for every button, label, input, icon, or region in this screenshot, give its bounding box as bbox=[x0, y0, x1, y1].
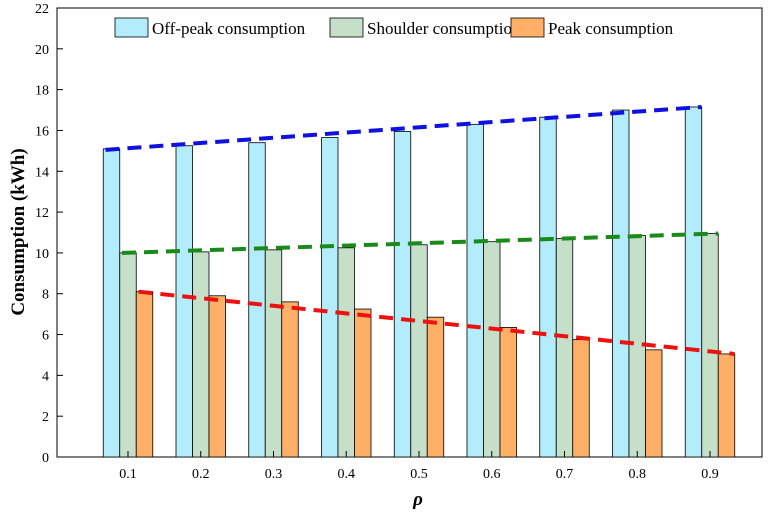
x-tick-label: 0.4 bbox=[338, 467, 356, 482]
legend-swatch bbox=[114, 17, 149, 38]
bar bbox=[717, 353, 736, 458]
trend-line bbox=[105, 104, 702, 152]
y-tick-label: 12 bbox=[35, 206, 49, 221]
x-tick-label: 0.7 bbox=[556, 467, 574, 482]
y-tick-label: 6 bbox=[42, 329, 49, 344]
bar bbox=[119, 252, 137, 458]
x-axis: 0.1 0.2 0.3 0.4 0.5 0.6 0.7 0.8 0.9 bbox=[119, 451, 719, 482]
bar bbox=[466, 123, 484, 458]
y-tick-label: 20 bbox=[35, 43, 49, 58]
bar bbox=[393, 131, 412, 458]
bar bbox=[264, 249, 283, 458]
y-tick-label: 0 bbox=[42, 451, 49, 466]
y-axis-title: Consumption (kWh) bbox=[8, 148, 29, 315]
legend-swatch bbox=[510, 17, 545, 38]
x-tick-label: 0.3 bbox=[265, 467, 283, 482]
bar bbox=[645, 349, 663, 458]
bar bbox=[572, 339, 590, 458]
bar bbox=[701, 233, 719, 458]
y-tick-label: 4 bbox=[42, 369, 49, 384]
bar bbox=[499, 326, 517, 458]
x-tick-label: 0.2 bbox=[192, 467, 210, 482]
bar bbox=[337, 247, 355, 458]
bar bbox=[354, 308, 372, 458]
bar bbox=[281, 301, 299, 458]
bar bbox=[321, 137, 339, 458]
y-tick-label: 14 bbox=[35, 165, 49, 180]
legend-swatch bbox=[329, 17, 364, 38]
trend-line bbox=[121, 231, 719, 255]
y-tick-label: 8 bbox=[42, 288, 49, 303]
trend-line bbox=[138, 289, 735, 356]
bar bbox=[426, 316, 445, 458]
bar bbox=[483, 241, 501, 458]
bar bbox=[175, 145, 193, 458]
x-tick-label: 0.5 bbox=[410, 467, 428, 482]
x-tick-label: 0.9 bbox=[701, 467, 719, 482]
bar bbox=[248, 142, 266, 458]
legend-label: Shoulder consumption bbox=[367, 19, 521, 38]
legend-label: Off-peak consumption bbox=[152, 19, 306, 38]
bar bbox=[684, 106, 703, 458]
bar bbox=[208, 295, 226, 458]
x-axis-title: ρ bbox=[412, 489, 423, 510]
bar bbox=[192, 251, 210, 458]
y-tick-label: 22 bbox=[35, 2, 49, 17]
y-tick-label: 10 bbox=[35, 247, 49, 262]
bar bbox=[410, 244, 428, 458]
y-tick-label: 16 bbox=[35, 124, 49, 139]
y-tick-label: 2 bbox=[42, 410, 49, 425]
bar bbox=[612, 109, 630, 458]
bars-layer bbox=[102, 106, 736, 458]
x-tick-label: 0.1 bbox=[119, 467, 137, 482]
y-tick-label: 18 bbox=[35, 84, 49, 99]
legend-label: Peak consumption bbox=[548, 19, 674, 38]
trend-lines-layer bbox=[105, 104, 735, 356]
x-tick-label: 0.6 bbox=[483, 467, 501, 482]
legend: Off-peak consumption Shoulder consumption… bbox=[114, 17, 674, 38]
bar bbox=[102, 148, 121, 458]
x-tick-label: 0.8 bbox=[629, 467, 647, 482]
bar bbox=[539, 116, 557, 458]
y-axis: 0 2 4 6 8 10 12 14 16 18 20 22 bbox=[35, 2, 63, 466]
bar bbox=[135, 291, 154, 458]
bar bbox=[555, 238, 574, 458]
